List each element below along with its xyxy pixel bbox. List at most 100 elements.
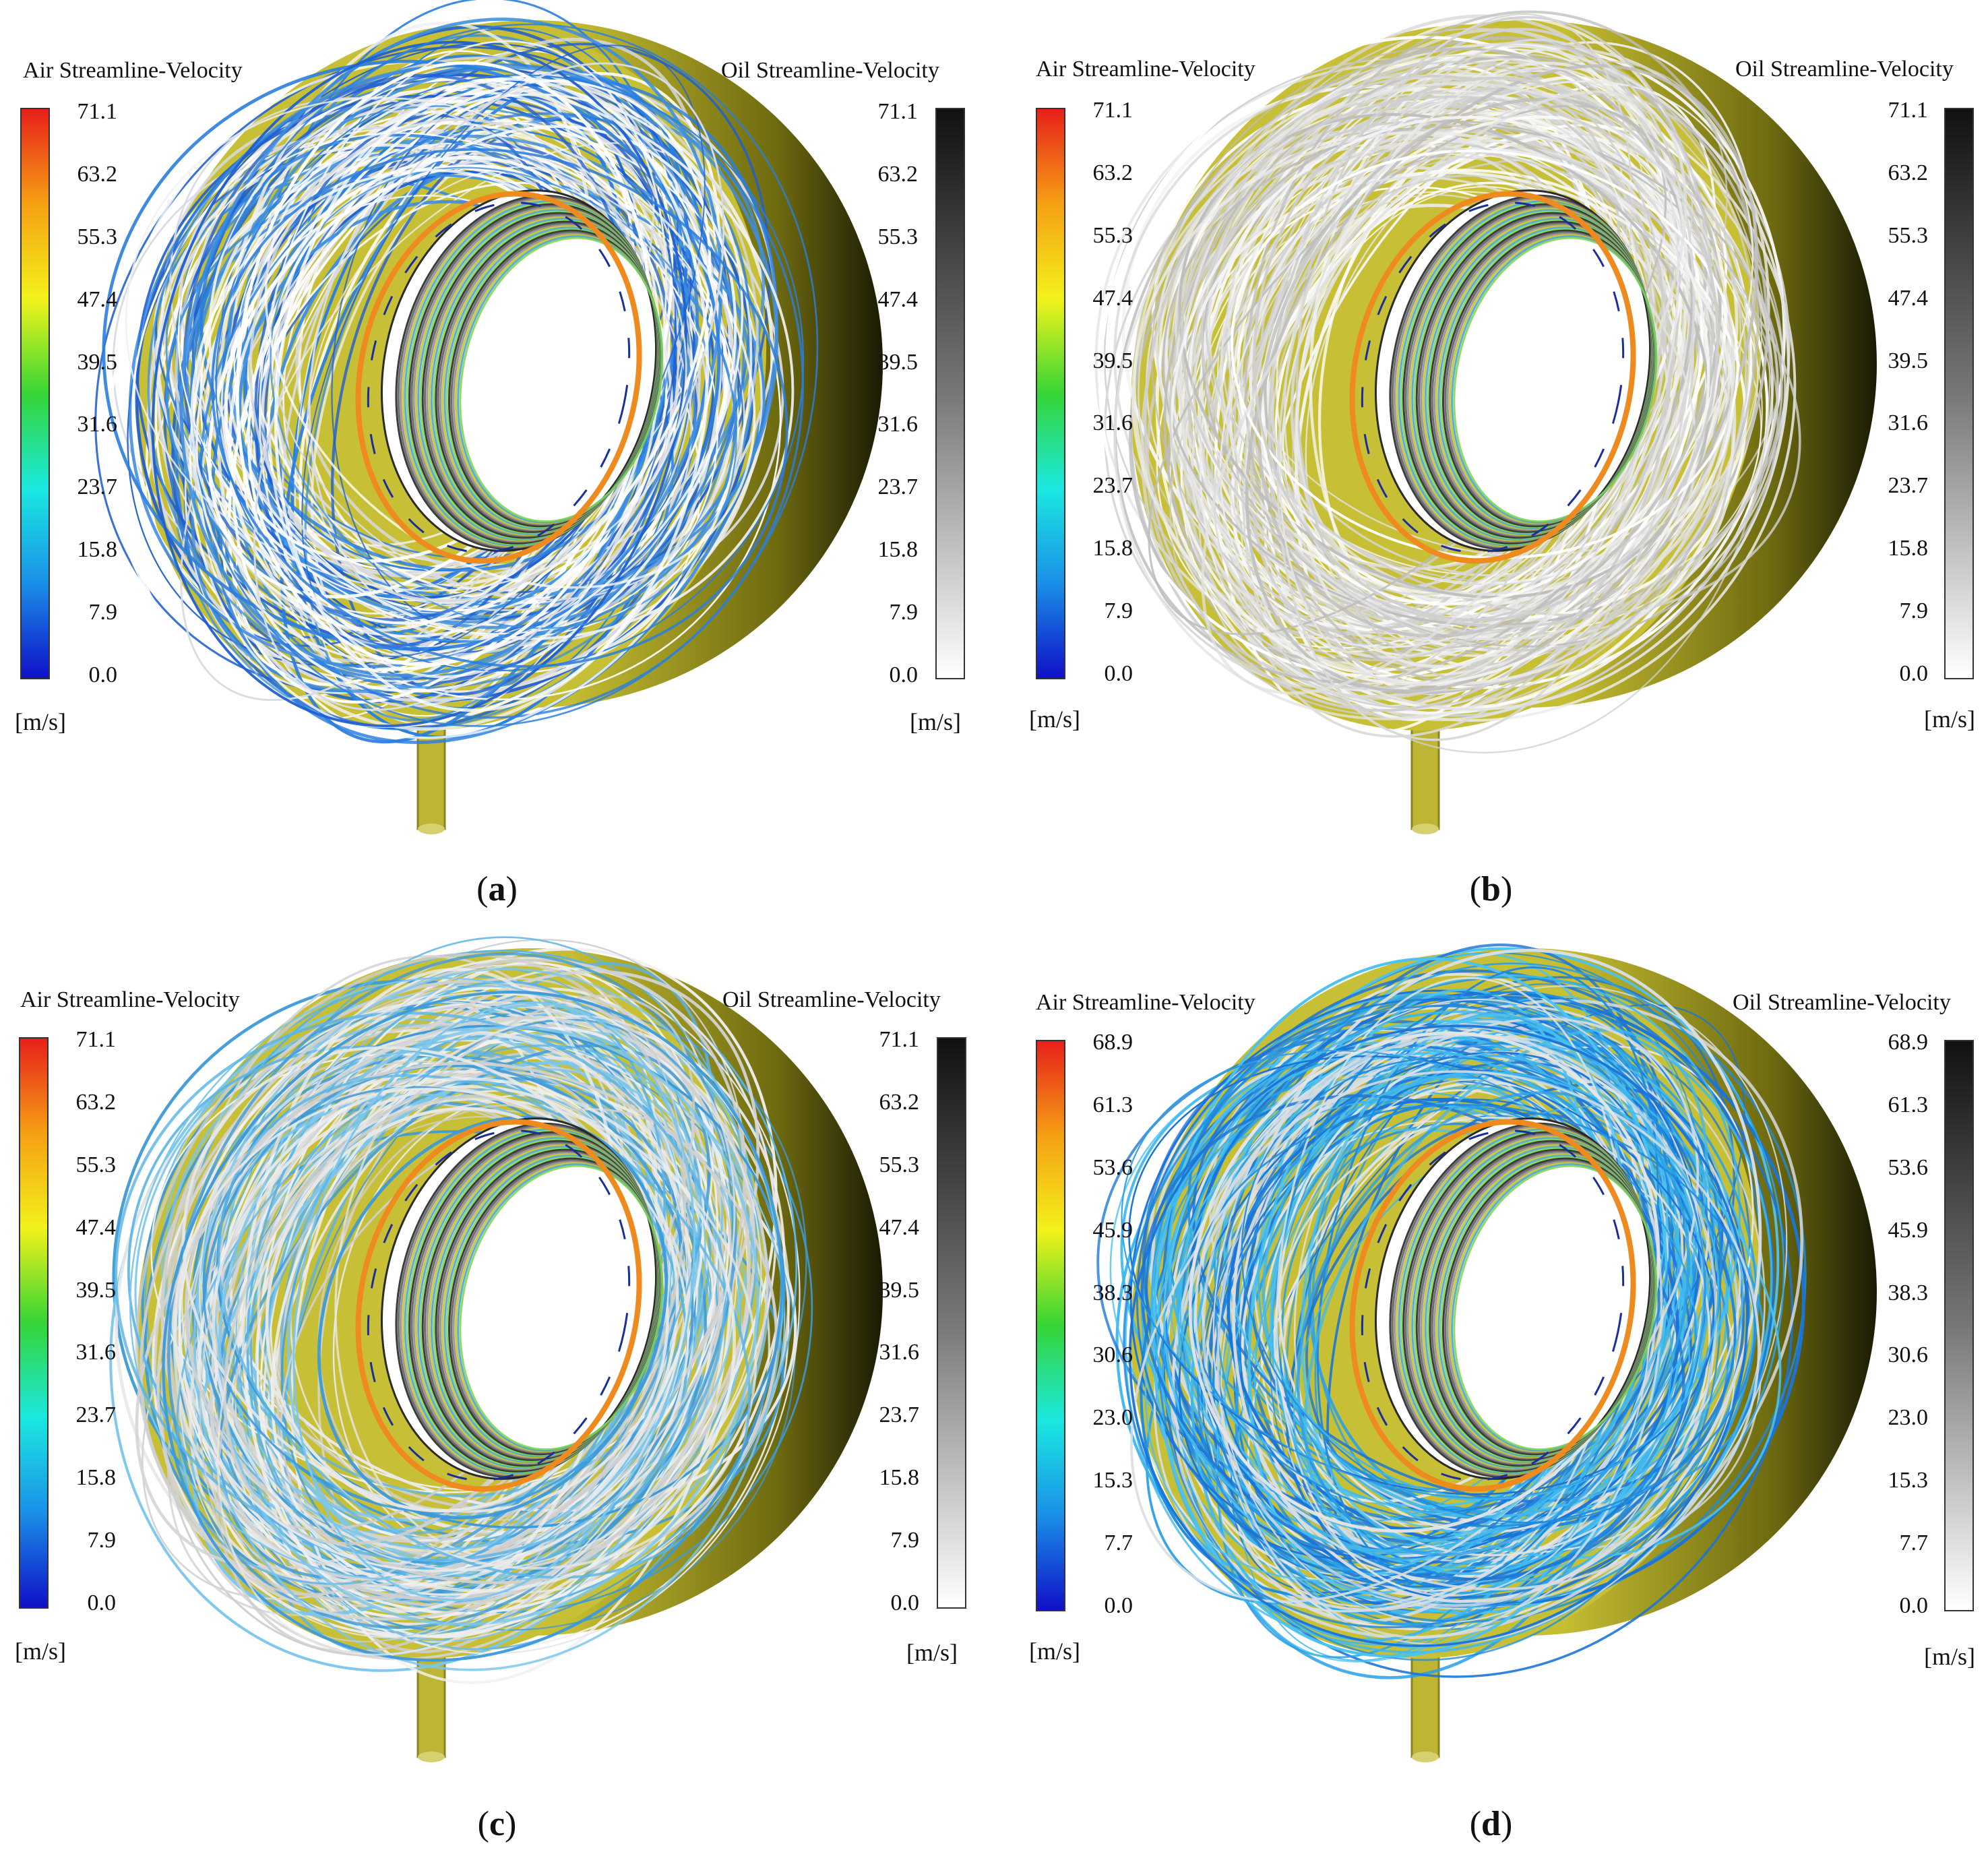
colorbar-tick-label: 38.3 [1092, 1280, 1133, 1305]
air-colorbar-unit: [m/s] [15, 1638, 66, 1665]
oil-colorbar-unit: [m/s] [1924, 1643, 1975, 1670]
colorbar-tick-label: 39.5 [879, 1277, 920, 1303]
colorbar-tick-label: 0.0 [88, 662, 118, 687]
colorbar-tick-label: 63.2 [77, 161, 118, 187]
colorbar-tick-label: 71.1 [75, 1027, 117, 1052]
colorbar-tick-label: 31.6 [75, 1340, 117, 1365]
oil-colorbar-title: Oil Streamline-Velocity [721, 58, 939, 83]
oil-colorbar [1944, 1040, 1974, 1611]
streamline-render-a [94, 0, 883, 834]
colorbar-tick-label: 0.0 [1104, 1593, 1133, 1618]
air-colorbar-unit: [m/s] [1029, 1638, 1080, 1665]
oil-colorbar-unit: [m/s] [1924, 706, 1975, 733]
air-colorbar-ticks: 71.1 63.2 55.3 47.4 39.5 31.6 23.7 15.8 7.9 0.0 [1059, 98, 1133, 686]
vortex-marks [1361, 1130, 1625, 1481]
seal-ring [1349, 191, 1636, 564]
colorbar-tick-label: 45.9 [1092, 1217, 1133, 1243]
colorbar-tick-label: 39.5 [877, 349, 919, 375]
streamline-render-c [109, 936, 883, 1762]
colorbar-tick-label: 15.3 [1092, 1468, 1133, 1493]
colorbar-tick-label: 23.7 [1888, 473, 1929, 499]
oil-colorbar [1944, 108, 1974, 679]
streamline-render-b [1094, 10, 1877, 834]
oil-colorbar-title: Oil Streamline-Velocity [1733, 990, 1951, 1015]
colorbar-tick-label: 15.8 [877, 537, 919, 563]
panel-label-a: (a) [476, 870, 518, 908]
colorbar-tick-label: 55.3 [1888, 222, 1929, 248]
colorbar-tick-label: 15.8 [1092, 536, 1133, 561]
colorbar-tick-label: 47.4 [1888, 285, 1929, 311]
air-colorbar-ticks: 68.9 61.3 53.6 45.9 38.3 30.6 23.0 15.3 7.7 0.0 [1059, 1030, 1133, 1618]
colorbar-tick-label: 15.8 [879, 1465, 920, 1491]
colorbar-tick-label: 7.9 [87, 1528, 117, 1553]
oil-colorbar-unit: [m/s] [906, 1639, 958, 1666]
colorbar-tick-label: 47.4 [877, 286, 919, 312]
oil-colorbar-title: Oil Streamline-Velocity [722, 987, 941, 1012]
colorbar-tick-label: 47.4 [77, 286, 118, 312]
streamline-render-d [1096, 944, 1877, 1762]
colorbar-tick-label: 39.5 [1092, 348, 1133, 373]
colorbar-tick-label: 0.0 [889, 662, 919, 687]
colorbar-tick-label: 71.1 [1092, 98, 1133, 123]
seal-ring [355, 191, 642, 564]
colorbar-tick-label: 45.9 [1888, 1217, 1929, 1243]
colorbar-tick-label: 47.4 [75, 1214, 117, 1240]
colorbar-tick-label: 61.3 [1092, 1092, 1133, 1117]
panel-label-c: (c) [477, 1805, 517, 1843]
colorbar-tick-label: 0.0 [87, 1590, 117, 1615]
colorbar-tick-label: 63.2 [1092, 160, 1133, 185]
oil-colorbar-unit: [m/s] [910, 708, 961, 735]
colorbar-tick-label: 7.9 [889, 600, 919, 625]
colorbar-tick-label: 39.5 [1888, 348, 1929, 373]
colorbar-tick-label: 23.7 [75, 1402, 117, 1428]
panel-a: Air Streamline-Velocity 71.1 63.2 55.3 47.4… [0, 0, 994, 928]
colorbar-tick-label: 71.1 [879, 1027, 920, 1052]
air-colorbar-title: Air Streamline-Velocity [1036, 990, 1255, 1015]
colorbar-tick-label: 31.6 [1092, 410, 1133, 436]
air-streamlines [109, 936, 813, 1684]
air-colorbar-unit: [m/s] [1029, 706, 1080, 733]
colorbar-tick-label: 38.3 [1888, 1280, 1929, 1305]
colorbar-tick-label: 63.2 [877, 161, 919, 187]
seal-ring [1349, 1119, 1636, 1492]
colorbar-tick-label: 0.0 [890, 1590, 920, 1615]
colorbar-tick-label: 71.1 [1888, 98, 1929, 123]
drain-pipe-end [418, 1752, 445, 1762]
colorbar-tick-label: 55.3 [77, 224, 118, 249]
colorbar-tick-label: 55.3 [1092, 222, 1133, 248]
colorbar-tick-label: 23.0 [1888, 1405, 1929, 1431]
colorbar-tick-label: 31.6 [1888, 410, 1929, 436]
air-colorbar [1036, 1040, 1065, 1611]
colorbar-tick-label: 68.9 [1092, 1030, 1133, 1055]
colorbar-tick-label: 15.8 [75, 1465, 117, 1491]
colorbar-tick-label: 7.9 [1104, 598, 1133, 624]
colorbar-tick-label: 7.9 [88, 600, 118, 625]
colorbar-tick-label: 23.7 [1092, 473, 1133, 499]
air-colorbar [20, 108, 50, 679]
air-colorbar-title: Air Streamline-Velocity [1036, 57, 1255, 82]
colorbar-tick-label: 61.3 [1888, 1092, 1929, 1117]
panel-c: Air Streamline-Velocity 71.1 63.2 55.3 47.4… [0, 928, 994, 1856]
colorbar-tick-label: 0.0 [1899, 661, 1929, 686]
colorbar-tick-label: 0.0 [1104, 661, 1133, 686]
colorbar-tick-label: 71.1 [877, 99, 919, 124]
drain-pipe-end [1412, 824, 1439, 834]
colorbar-tick-label: 55.3 [877, 224, 919, 249]
colorbar-tick-label: 31.6 [879, 1340, 920, 1365]
colorbar-tick-label: 30.6 [1092, 1342, 1133, 1368]
colorbar-tick-label: 15.3 [1888, 1468, 1929, 1493]
air-colorbar-ticks: 71.1 63.2 55.3 47.4 39.5 31.6 23.7 15.8 7.9 0.0 [42, 1027, 117, 1615]
oil-colorbar-title: Oil Streamline-Velocity [1735, 57, 1954, 82]
air-colorbar-ticks: 71.1 63.2 55.3 47.4 39.5 31.6 23.7 15.8 7.9 0.0 [43, 99, 118, 687]
colorbar-tick-label: 55.3 [879, 1152, 920, 1177]
colorbar-tick-label: 39.5 [75, 1277, 117, 1303]
colorbar-tick-label: 15.8 [1888, 536, 1929, 561]
seal-ring [355, 1119, 642, 1492]
panel-b: Air Streamline-Velocity 71.1 63.2 55.3 47.4… [994, 0, 1988, 928]
colorbar-tick-label: 31.6 [877, 412, 919, 437]
panel-d: Air Streamline-Velocity 68.9 61.3 53.6 45.9… [994, 928, 1988, 1856]
oil-colorbar-ticks: 68.9 61.3 53.6 45.9 38.3 30.6 23.0 15.3 7.7 0.0 [1863, 1030, 1929, 1618]
colorbar-tick-label: 23.7 [879, 1402, 920, 1428]
colorbar-tick-label: 63.2 [879, 1089, 920, 1115]
colorbar-tick-label: 63.2 [1888, 160, 1929, 185]
